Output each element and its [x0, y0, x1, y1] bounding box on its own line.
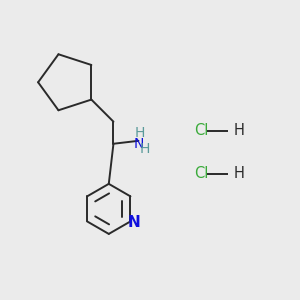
- Text: H: H: [135, 126, 145, 140]
- Text: Cl: Cl: [194, 166, 208, 181]
- Text: N: N: [134, 137, 144, 151]
- Text: N: N: [128, 215, 140, 230]
- Text: Cl: Cl: [194, 123, 208, 138]
- Text: H: H: [140, 142, 150, 156]
- Text: H: H: [234, 166, 245, 181]
- Text: H: H: [234, 123, 245, 138]
